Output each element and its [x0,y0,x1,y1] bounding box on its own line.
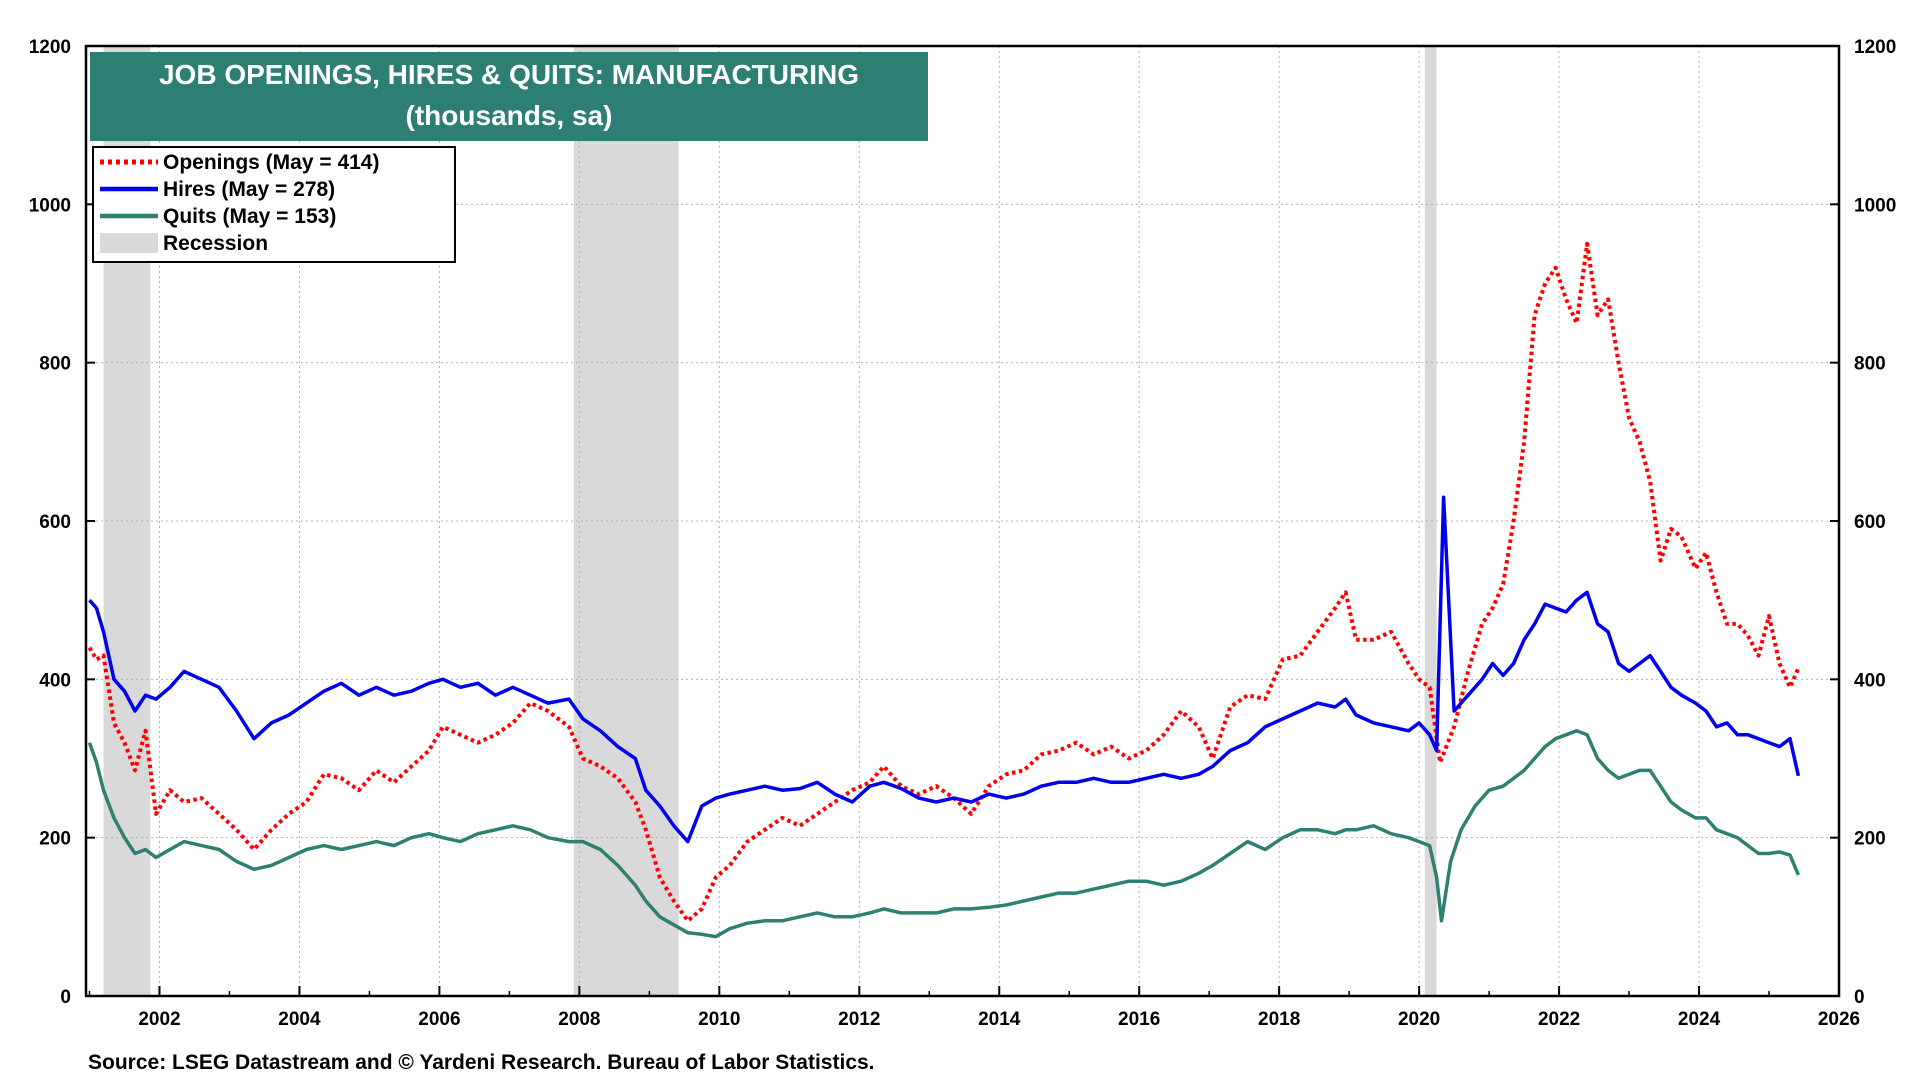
y-tick-label-left: 200 [39,829,71,850]
x-tick-label: 2012 [838,1009,880,1030]
x-tick-label: 2004 [278,1009,321,1030]
y-tick-label-right: 600 [1854,512,1886,533]
grid [86,46,1839,996]
axes: 0 0 200 200 400 400 600 600 800 800 1000 1000 1200 12… [29,37,1897,1030]
y-tick-label-left: 600 [39,512,71,533]
x-tick-label: 2010 [698,1009,740,1030]
y-tick-label-left: 400 [39,670,71,691]
x-tick-label: 2006 [418,1009,460,1030]
y-tick-label-left: 800 [39,354,71,375]
legend-label-recession: Recession [163,232,268,255]
y-tick-label-right: 400 [1854,670,1886,691]
x-tick-label: 2018 [1258,1009,1300,1030]
series-lines [87,241,1801,939]
y-tick-label-right: 200 [1854,829,1886,850]
legend-label-quits: Quits (May = 153) [163,205,336,228]
y-tick-label-left: 0 [60,987,71,1008]
x-tick-label: 2020 [1398,1009,1440,1030]
x-tick-label: 2022 [1538,1009,1580,1030]
legend-label-hires: Hires (May = 278) [163,178,335,201]
y-tick-label-right: 0 [1854,987,1865,1008]
series-line-quits [87,729,1801,939]
x-tick-label: 2016 [1118,1009,1160,1030]
legend-label-openings: Openings (May = 414) [163,151,379,174]
chart-subtitle: (thousands, sa) [406,100,613,131]
y-tick-label-right: 800 [1854,354,1886,375]
x-tick-label: 2008 [558,1009,600,1030]
chart-title: JOB OPENINGS, HIRES & QUITS: MANUFACTURI… [159,59,859,90]
x-tick-label: 2002 [138,1009,180,1030]
y-tick-label-left: 1200 [29,37,71,58]
y-tick-label-right: 1000 [1854,195,1896,216]
y-tick-label-right: 1200 [1854,37,1896,58]
recession-band-2 [1424,46,1437,996]
source-note: Source: LSEG Datastream and © Yardeni Re… [88,1051,875,1074]
legend: Openings (May = 414) Hires (May = 278) Q… [92,146,456,263]
legend-swatch-recession [100,233,158,253]
x-tick-label: 2026 [1818,1009,1860,1030]
title-banner: JOB OPENINGS, HIRES & QUITS: MANUFACTURI… [90,52,928,141]
series-line-openings [87,241,1801,923]
y-tick-label-left: 1000 [29,195,71,216]
series-line-hires [88,495,1801,844]
x-tick-label: 2024 [1678,1009,1721,1030]
x-tick-label: 2014 [978,1009,1021,1030]
